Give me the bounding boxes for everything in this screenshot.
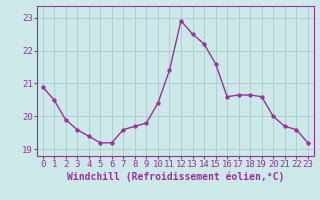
X-axis label: Windchill (Refroidissement éolien,°C): Windchill (Refroidissement éolien,°C) bbox=[67, 172, 284, 182]
